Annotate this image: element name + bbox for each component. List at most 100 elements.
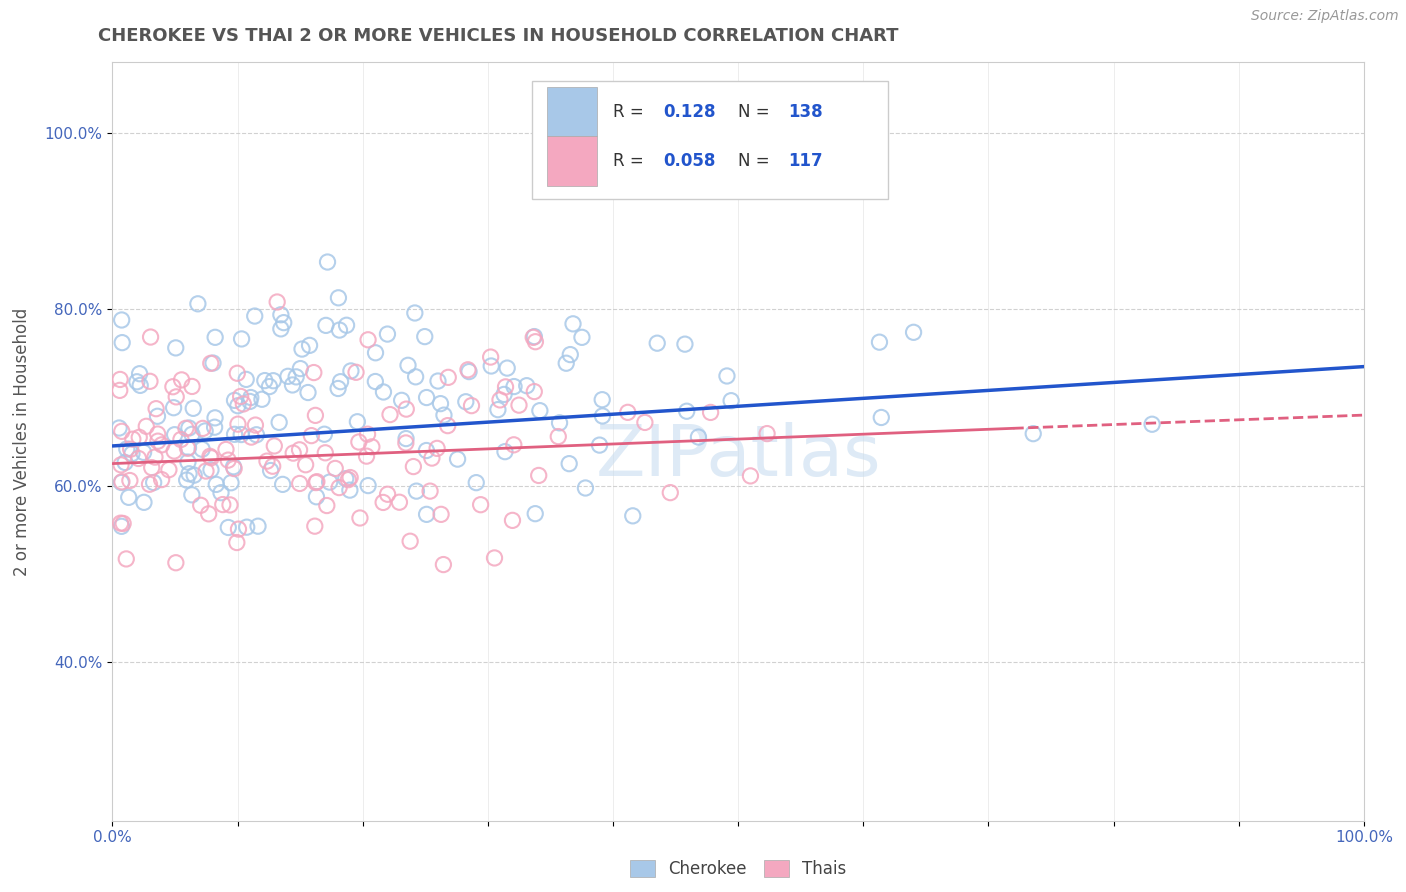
Point (180, 488, 202, 502)
Point (349, 511, 371, 525)
Point (516, 378, 538, 392)
Point (111, 313, 134, 327)
Point (150, 438, 173, 452)
Point (250, 392, 273, 407)
Point (465, 475, 488, 490)
Point (328, 323, 350, 337)
Point (195, 464, 218, 478)
Point (364, 375, 387, 389)
Point (273, 316, 295, 330)
Point (524, 507, 547, 521)
Point (228, 522, 250, 536)
Point (356, 449, 378, 463)
Point (328, 481, 350, 495)
Point (489, 392, 512, 407)
Point (191, 442, 214, 457)
Point (634, 416, 657, 430)
Point (328, 291, 350, 305)
Point (496, 361, 519, 376)
Point (562, 317, 585, 331)
Point (337, 473, 360, 487)
Point (177, 455, 200, 469)
Point (302, 366, 325, 380)
Point (110, 475, 132, 490)
Point (226, 417, 249, 431)
Text: 117: 117 (789, 152, 823, 170)
Point (340, 364, 363, 378)
Point (395, 436, 418, 450)
Point (209, 485, 232, 500)
Point (225, 535, 247, 549)
Point (555, 356, 578, 370)
Point (197, 507, 219, 521)
Point (588, 438, 610, 452)
Point (112, 516, 135, 531)
Text: N =: N = (738, 103, 775, 120)
Point (1140, 417, 1163, 432)
Point (508, 398, 530, 412)
Point (433, 408, 456, 422)
Point (111, 475, 134, 489)
Text: CHEROKEE VS THAI 2 OR MORE VEHICLES IN HOUSEHOLD CORRELATION CHART: CHEROKEE VS THAI 2 OR MORE VEHICLES IN H… (98, 27, 898, 45)
Point (231, 332, 253, 346)
Point (253, 374, 276, 388)
Point (138, 477, 160, 491)
Point (288, 442, 311, 457)
Point (479, 350, 502, 364)
Point (194, 424, 217, 438)
Point (217, 520, 239, 534)
Point (432, 558, 454, 572)
Point (501, 513, 523, 527)
Legend: Cherokee, Thais: Cherokee, Thais (623, 853, 853, 884)
Point (524, 334, 547, 349)
Point (259, 463, 281, 477)
Point (523, 384, 546, 399)
Point (226, 399, 249, 413)
Point (426, 442, 449, 456)
Point (415, 443, 437, 458)
Point (263, 439, 285, 453)
Point (165, 341, 187, 355)
Point (404, 306, 426, 320)
Text: 0.128: 0.128 (664, 103, 716, 120)
Point (115, 552, 138, 566)
Point (239, 391, 262, 405)
Point (339, 470, 361, 484)
Point (266, 295, 288, 310)
Point (240, 430, 263, 444)
Point (262, 459, 284, 474)
Point (903, 326, 925, 340)
Point (371, 495, 394, 509)
Point (145, 401, 167, 416)
Text: R =: R = (613, 152, 650, 170)
Point (436, 418, 458, 433)
Point (232, 397, 254, 411)
Point (415, 508, 437, 522)
Point (219, 498, 242, 512)
Point (245, 418, 267, 433)
Point (399, 534, 422, 549)
Point (502, 438, 524, 452)
Point (187, 297, 209, 311)
Point (118, 474, 141, 488)
Point (492, 387, 515, 401)
Point (128, 451, 150, 466)
Point (118, 491, 141, 505)
Point (239, 394, 262, 409)
Point (183, 468, 205, 483)
Point (256, 454, 278, 468)
Point (247, 519, 270, 533)
Point (391, 393, 413, 408)
Point (259, 379, 281, 393)
Point (128, 430, 150, 444)
Point (281, 378, 304, 392)
Point (405, 484, 427, 499)
Point (243, 309, 266, 323)
Point (305, 475, 328, 489)
Point (174, 421, 197, 435)
Point (262, 374, 284, 388)
Point (357, 478, 380, 492)
Point (420, 451, 443, 466)
Point (503, 379, 526, 393)
Point (415, 391, 437, 405)
